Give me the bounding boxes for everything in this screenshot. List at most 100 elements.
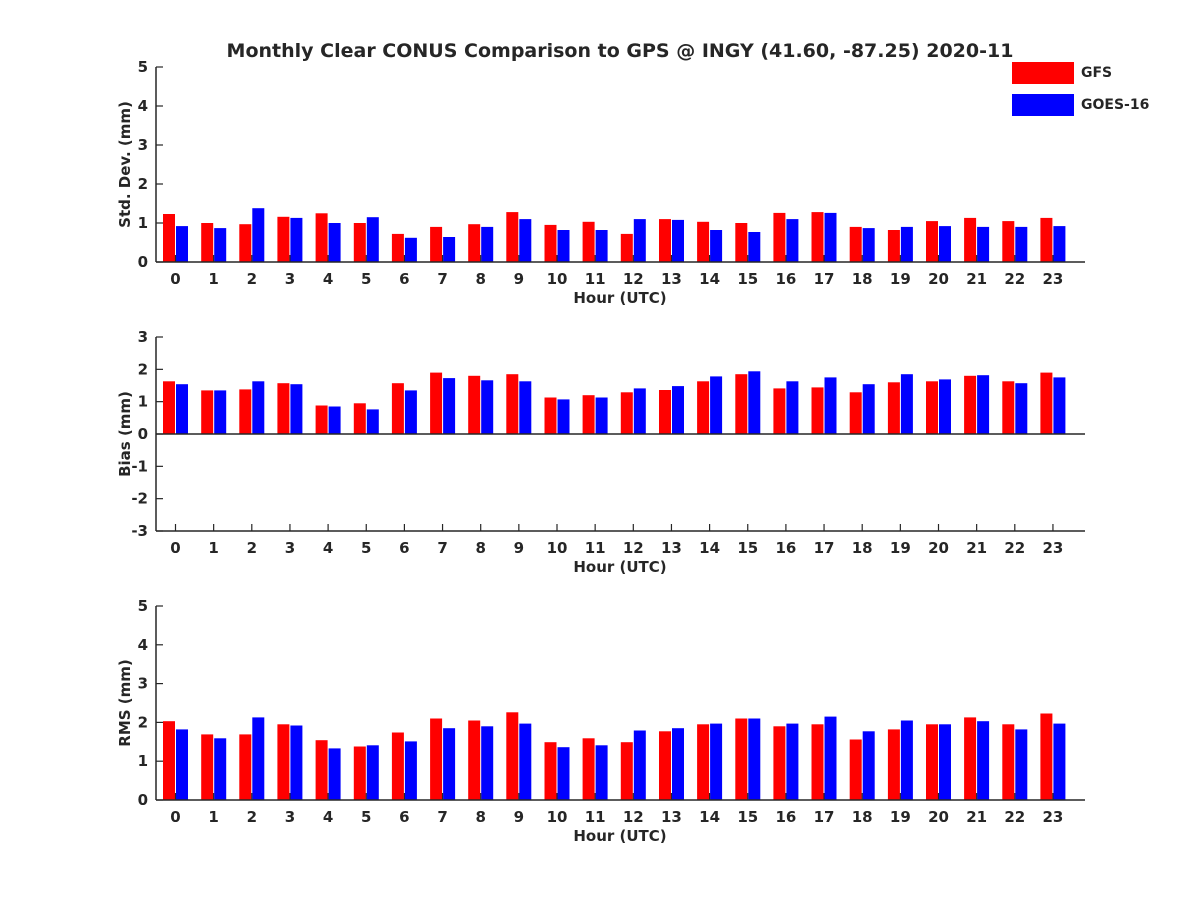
bar-std-dev-gfs-h6 <box>391 233 404 262</box>
x-tick-label-std-dev: 14 <box>699 270 720 288</box>
bar-bias-goes-h20 <box>939 379 951 434</box>
bar-rms-gfs-h4 <box>315 740 328 800</box>
y-tick-label-std-dev: 3 <box>138 136 148 154</box>
x-tick-label-std-dev: 16 <box>775 270 796 288</box>
bar-std-dev-goes-h11 <box>595 230 608 262</box>
bar-bias-gfs-h9 <box>506 374 519 434</box>
x-tick-label-bias: 13 <box>661 539 682 557</box>
x-axis-label-rms: Hour (UTC) <box>573 827 666 845</box>
x-tick-label-rms: 9 <box>514 808 524 826</box>
y-tick-label-rms: 4 <box>138 636 148 654</box>
bar-std-dev-gfs-h3 <box>277 216 290 262</box>
x-axis-label-bias: Hour (UTC) <box>573 558 666 576</box>
bar-std-dev-gfs-h14 <box>697 221 710 262</box>
bar-bias-gfs-h8 <box>468 375 481 434</box>
x-tick-label-bias: 12 <box>623 539 644 557</box>
chart-title: Monthly Clear CONUS Comparison to GPS @ … <box>227 40 1014 62</box>
x-tick-label-std-dev: 17 <box>814 270 835 288</box>
x-tick-label-std-dev: 22 <box>1004 270 1025 288</box>
bar-bias-gfs-h15 <box>735 374 748 434</box>
bar-std-dev-gfs-h23 <box>1040 217 1053 262</box>
y-tick-label-bias: 0 <box>138 425 148 443</box>
x-tick-label-rms: 20 <box>928 808 949 826</box>
legend-swatch-goes <box>1012 94 1074 116</box>
bar-rms-gfs-h8 <box>468 720 481 800</box>
bar-rms-goes-h15 <box>748 718 761 800</box>
y-tick-label-bias: 2 <box>138 360 148 378</box>
bar-rms-goes-h2 <box>252 717 265 800</box>
x-tick-label-std-dev: 5 <box>361 270 371 288</box>
bar-std-dev-goes-h2 <box>252 208 265 262</box>
bar-std-dev-gfs-h22 <box>1002 221 1015 262</box>
bar-rms-goes-h10 <box>557 747 570 800</box>
bar-rms-gfs-h3 <box>277 724 290 800</box>
bar-rms-gfs-h17 <box>811 724 824 800</box>
bar-bias-goes-h7 <box>443 378 456 434</box>
bar-bias-goes-h17 <box>824 377 837 434</box>
bar-bias-goes-h4 <box>328 406 341 434</box>
y-tick-label-rms: 5 <box>138 597 148 615</box>
bar-bias-goes-h11 <box>595 397 608 434</box>
bar-rms-gfs-h5 <box>353 746 366 800</box>
x-tick-label-bias: 0 <box>170 539 180 557</box>
bar-rms-goes-h18 <box>862 731 875 800</box>
x-tick-label-std-dev: 20 <box>928 270 949 288</box>
bar-bias-gfs-h4 <box>315 405 328 434</box>
bar-std-dev-goes-h3 <box>290 217 303 262</box>
bar-bias-gfs-h17 <box>811 387 824 434</box>
bar-bias-gfs-h5 <box>353 403 366 434</box>
x-tick-label-std-dev: 12 <box>623 270 644 288</box>
bar-std-dev-gfs-h1 <box>201 223 214 262</box>
bar-bias-gfs-h16 <box>773 388 786 434</box>
legend-label-goes: GOES-16 <box>1081 97 1150 113</box>
bar-bias-gfs-h22 <box>1002 381 1015 434</box>
bar-bias-gfs-h13 <box>659 390 671 434</box>
x-tick-label-rms: 18 <box>852 808 873 826</box>
bar-rms-gfs-h11 <box>582 738 595 800</box>
bar-rms-gfs-h16 <box>773 726 786 800</box>
x-tick-label-rms: 6 <box>399 808 409 826</box>
bar-std-dev-goes-h18 <box>862 228 875 262</box>
bar-std-dev-goes-h10 <box>557 230 570 262</box>
x-tick-label-bias: 23 <box>1043 539 1064 557</box>
x-tick-label-std-dev: 6 <box>399 270 409 288</box>
x-tick-label-bias: 16 <box>775 539 796 557</box>
x-tick-label-rms: 21 <box>966 808 987 826</box>
x-tick-label-bias: 15 <box>737 539 758 557</box>
bar-bias-goes-h13 <box>672 386 684 434</box>
x-tick-label-std-dev: 8 <box>475 270 485 288</box>
bar-rms-goes-h3 <box>290 725 303 800</box>
x-tick-label-bias: 7 <box>437 539 447 557</box>
x-tick-label-rms: 7 <box>437 808 447 826</box>
bar-std-dev-gfs-h10 <box>544 224 557 262</box>
bar-bias-gfs-h12 <box>620 392 633 434</box>
y-tick-label-bias: -2 <box>131 490 148 508</box>
bar-std-dev-goes-h9 <box>519 219 532 262</box>
bar-std-dev-goes-h5 <box>366 217 379 262</box>
x-tick-label-std-dev: 3 <box>285 270 295 288</box>
bar-rms-goes-h0 <box>176 729 188 800</box>
bar-bias-gfs-h20 <box>926 381 938 434</box>
legend: GFS GOES-16 <box>1012 62 1162 122</box>
bar-std-dev-goes-h6 <box>404 237 417 262</box>
legend-item-gfs: GFS <box>1012 62 1162 84</box>
x-tick-label-std-dev: 4 <box>323 270 333 288</box>
bar-rms-gfs-h23 <box>1040 713 1053 800</box>
bar-std-dev-gfs-h4 <box>315 213 328 263</box>
x-tick-label-bias: 9 <box>514 539 524 557</box>
bar-rms-goes-h16 <box>786 723 799 800</box>
bar-std-dev-gfs-h9 <box>506 212 519 262</box>
bar-rms-gfs-h6 <box>391 732 404 800</box>
bar-std-dev-goes-h4 <box>328 223 341 262</box>
bar-rms-goes-h11 <box>595 745 608 800</box>
bar-rms-gfs-h10 <box>544 742 557 800</box>
bar-bias-gfs-h19 <box>887 382 900 434</box>
y-tick-label-rms: 0 <box>138 791 148 809</box>
bar-std-dev-goes-h13 <box>672 219 684 262</box>
x-tick-label-std-dev: 21 <box>966 270 987 288</box>
bar-std-dev-goes-h20 <box>939 226 951 262</box>
bar-bias-goes-h16 <box>786 381 799 434</box>
bar-rms-gfs-h1 <box>201 734 214 800</box>
